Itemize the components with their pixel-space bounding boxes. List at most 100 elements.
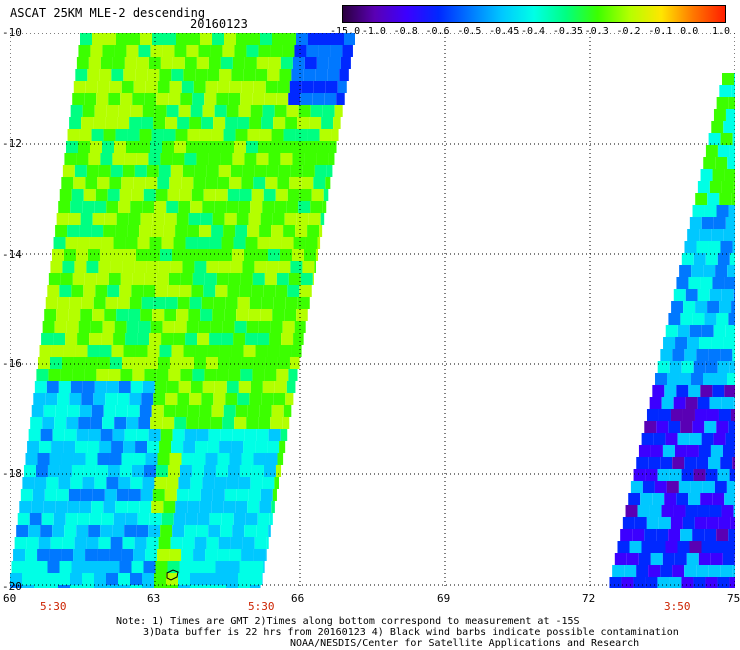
swath-cell [701, 325, 714, 337]
swath-cell [63, 249, 76, 261]
swath-cell [97, 453, 110, 465]
swath-cell [285, 117, 298, 129]
swath-cell [154, 585, 166, 588]
swath-cell [314, 261, 316, 273]
swath-cell [271, 129, 284, 141]
swath-cell [97, 177, 110, 189]
swath-cell [202, 585, 214, 588]
swath-cell [245, 513, 258, 525]
swath-cell [128, 309, 141, 321]
swath-cell [201, 297, 214, 309]
swath-cell [111, 249, 124, 261]
swath-cell [705, 361, 718, 373]
swath-cell [690, 481, 703, 493]
swath-cell [111, 441, 124, 453]
swath-cell [120, 369, 133, 381]
swath-cell [291, 345, 302, 357]
swath-cell [227, 189, 240, 201]
swath-cell [234, 417, 247, 429]
swath-cell [196, 153, 209, 165]
swath-cell [217, 453, 230, 465]
swath-cell [696, 241, 709, 253]
swath-cell [136, 153, 149, 165]
swath-cell [142, 585, 154, 588]
swath-cell [732, 457, 735, 469]
swath-cell [653, 541, 666, 553]
swath-cell [669, 361, 682, 373]
swath-cell [693, 253, 706, 265]
swath-cell [267, 249, 280, 261]
swath-cell [307, 225, 320, 237]
swath-cell [78, 417, 91, 429]
swath-cell [704, 313, 717, 325]
swath-cell [277, 177, 290, 189]
swath-cell [119, 189, 132, 201]
swath-cell [139, 225, 152, 237]
swath-cell [209, 513, 222, 525]
swath-cell [224, 33, 236, 45]
swath-cell [720, 349, 733, 361]
colorbar-tick-label: -0.8 [393, 26, 418, 37]
swath-cell [169, 177, 182, 189]
swath-cell [102, 45, 115, 57]
swath-cell [81, 117, 94, 129]
swath-cell [184, 525, 197, 537]
swath-cell [145, 81, 158, 93]
swath-cell [117, 117, 130, 129]
swath-cell [711, 337, 724, 349]
swath-cell [47, 285, 60, 297]
swath-cell [203, 285, 216, 297]
swath-cell [299, 285, 312, 297]
swath-cell [295, 129, 308, 141]
swath-cell [177, 393, 190, 405]
swath-cell [192, 369, 205, 381]
swath-cell [72, 273, 85, 285]
swath-cell [678, 481, 691, 493]
swath-cell [118, 477, 131, 489]
swath-cell [221, 333, 234, 345]
swath-cell [37, 357, 50, 369]
swath-cell [677, 433, 690, 445]
swath-cell [106, 381, 119, 393]
lon-tick-label: 63 [147, 592, 161, 605]
swath-cell [121, 177, 134, 189]
swath-cell [633, 577, 646, 588]
swath-cell [649, 505, 662, 517]
swath-cell [103, 501, 116, 513]
swath-cell [49, 549, 62, 561]
swath-cell [691, 265, 704, 277]
swath-cell [155, 285, 168, 297]
swath-cell [689, 433, 702, 445]
swath-cell [10, 585, 22, 588]
swath-cell [208, 429, 221, 441]
pass-time-label: 3:50 [664, 600, 691, 613]
swath-cell [99, 69, 112, 81]
swath-cell [325, 177, 331, 189]
swath-cell [178, 477, 191, 489]
swath-cell [289, 177, 302, 189]
swath-map [10, 33, 735, 588]
swath-cell [712, 169, 725, 181]
swath-cell [306, 45, 319, 57]
swath-cell [661, 397, 674, 409]
swath-cell [239, 285, 252, 297]
swath-cell [679, 265, 692, 277]
swath-cell [237, 393, 250, 405]
swath-cell [98, 261, 111, 273]
swath-cell [300, 93, 313, 105]
swath-cell [205, 453, 218, 465]
swath-cell [35, 465, 48, 477]
swath-cell [175, 225, 188, 237]
swath-cell [116, 309, 129, 321]
swath-cell [252, 273, 265, 285]
swath-cell [41, 333, 54, 345]
swath-cell [669, 577, 682, 588]
swath-cell [60, 369, 73, 381]
swath-cell [316, 153, 329, 165]
swath-cell [60, 273, 73, 285]
swath-cell [159, 441, 172, 453]
swath-cell [167, 285, 180, 297]
swath-cell [56, 309, 69, 321]
swath-cell [196, 429, 209, 441]
swath-cell [29, 513, 42, 525]
